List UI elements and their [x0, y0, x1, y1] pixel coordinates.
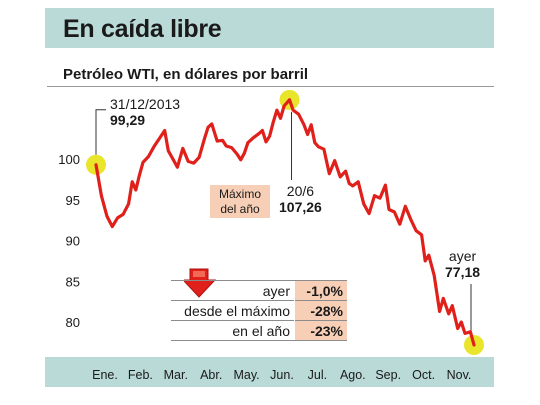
wti-price-line [94, 98, 476, 347]
stats-label: ayer [171, 280, 295, 301]
y-tick-label: 90 [66, 234, 80, 249]
stats-value: -1,0% [294, 280, 347, 301]
y-tick-label: 95 [66, 193, 80, 208]
chart-title: En caída libre [63, 15, 222, 43]
stats-row-desde-maximo: desde el máximo -28% [171, 300, 347, 321]
x-tick-label: Mar. [164, 368, 188, 382]
stats-value: -23% [294, 320, 347, 341]
x-tick-label: Feb. [128, 368, 153, 382]
end-annotation: ayer 77,18 [445, 248, 480, 280]
stats-row-ayer: ayer -1,0% [171, 280, 347, 301]
stats-table: ayer -1,0% desde el máximo -28% en el añ… [171, 280, 347, 341]
y-tick-label: 85 [66, 274, 80, 289]
max-label-line2: del año [220, 202, 260, 216]
x-tick-label: Ene. [92, 368, 118, 382]
max-date-label: 20/6 [286, 183, 315, 199]
x-tick-label: Jun. [270, 368, 294, 382]
max-label-line1: Máximo [218, 187, 261, 201]
start-annotation: 31/12/2013 99,29 [110, 96, 180, 128]
end-date-label: ayer [448, 248, 477, 264]
x-tick-label: Nov. [447, 368, 472, 382]
start-date-label: 31/12/2013 [110, 96, 181, 112]
series-line [94, 98, 476, 347]
x-axis: Ene. Feb. Mar. Abr. May. Jun. Jul. Ago. Sep. Oct.… [92, 368, 471, 382]
stats-label: desde el máximo [171, 300, 295, 321]
x-axis-band [45, 357, 494, 387]
x-tick-label: Oct. [412, 368, 435, 382]
x-tick-label: Jul. [308, 368, 327, 382]
end-value-label: 77,18 [445, 264, 481, 280]
title-bar: En caída libre [45, 8, 494, 48]
subtitle-rule [47, 86, 494, 87]
stats-value: -28% [294, 300, 347, 321]
x-tick-label: Abr. [200, 368, 222, 382]
max-label-box: Máximo del año [210, 185, 270, 218]
max-annotation: 20/6 107,26 [279, 183, 322, 215]
x-tick-label: May. [234, 368, 260, 382]
y-axis: 80 85 90 95 100 [58, 152, 80, 330]
y-tick-label: 100 [58, 152, 80, 167]
y-tick-label: 80 [66, 315, 80, 330]
x-tick-label: Sep. [375, 368, 401, 382]
start-value-label: 99,29 [110, 112, 146, 128]
chart-subtitle: Petróleo WTI, en dólares por barril [63, 66, 309, 83]
max-value-label: 107,26 [279, 199, 322, 215]
stats-row-en-el-ano: en el año -23% [171, 320, 347, 341]
start-leader-line [95, 109, 106, 155]
x-tick-label: Ago. [340, 368, 366, 382]
annotation-leaders [95, 109, 472, 333]
stats-label: en el año [171, 320, 295, 341]
